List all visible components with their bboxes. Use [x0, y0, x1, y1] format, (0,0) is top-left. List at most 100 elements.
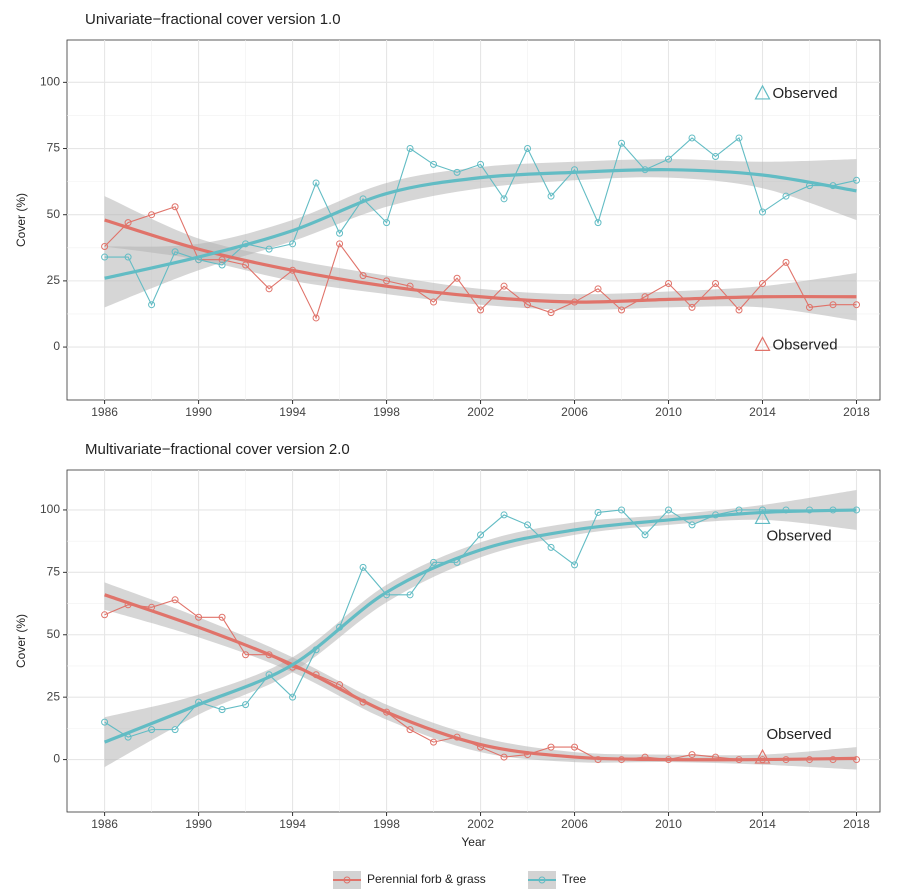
observed-point: [101, 718, 109, 726]
x-tick-label: 2002: [467, 405, 494, 419]
observed-point: [594, 219, 602, 227]
observed-point: [594, 285, 602, 293]
observed-point: [688, 134, 696, 142]
observed-point: [759, 280, 767, 288]
observed-point: [101, 242, 109, 250]
observed-point: [500, 195, 508, 203]
panel: Univariate−fractional cover version 1.0 0…: [14, 11, 881, 419]
observed-point: [312, 314, 320, 322]
fit-line: [104, 508, 857, 744]
observed-point: [430, 558, 438, 566]
x-tick-label: 2006: [561, 817, 588, 831]
observed-point: [242, 651, 250, 659]
x-tick-label: 2010: [655, 817, 682, 831]
observed-point: [406, 591, 414, 599]
observed-point: [759, 208, 767, 216]
observed-point: [171, 203, 179, 211]
legend-key-point: [538, 876, 546, 884]
observed-point: [124, 219, 132, 227]
observed-point: [218, 261, 226, 269]
x-tick-label: 1994: [279, 405, 306, 419]
x-tick-label: 2010: [655, 405, 682, 419]
y-tick-label: 25: [47, 273, 61, 287]
legend-label: Tree: [562, 872, 587, 886]
x-axis-label: Year: [461, 835, 485, 849]
y-tick-label: 75: [47, 141, 61, 155]
observed-point: [547, 309, 555, 317]
observed-point: [265, 285, 273, 293]
y-tick-label: 0: [53, 752, 60, 766]
observed-point: [547, 743, 555, 751]
observed-point: [735, 306, 743, 314]
observed-point: [712, 152, 720, 160]
confidence-band: [104, 159, 857, 308]
observed-point: [665, 155, 673, 163]
legend-key-point: [343, 876, 351, 884]
confidence-band: [104, 489, 857, 768]
panel: Multivariate−fractional cover version 2.…: [14, 441, 881, 849]
observed-point: [453, 274, 461, 282]
observed-point: [148, 301, 156, 309]
observed-point: [406, 726, 414, 734]
x-tick-label: 1998: [373, 405, 400, 419]
observed-point: [735, 134, 743, 142]
x-tick-label: 1990: [185, 405, 212, 419]
observed-point: [101, 611, 109, 619]
observed-point: [101, 253, 109, 261]
observed-point: [500, 511, 508, 519]
observed-point: [383, 219, 391, 227]
observed-point: [406, 145, 414, 153]
observed-point: [477, 306, 485, 314]
observed-point: [500, 282, 508, 290]
observed-point: [688, 303, 696, 311]
observed-point: [171, 248, 179, 256]
x-tick-label: 1994: [279, 817, 306, 831]
observed-point: [524, 521, 532, 529]
x-tick-label: 1998: [373, 817, 400, 831]
observed-point: [665, 506, 673, 514]
x-tick-label: 2014: [749, 405, 776, 419]
observed-line: [104, 509, 857, 738]
y-tick-label: 50: [47, 627, 61, 641]
annotation: Observed: [767, 527, 832, 544]
observed-point: [712, 280, 720, 288]
fit-line: [104, 593, 857, 762]
observed-point: [430, 738, 438, 746]
observed-point: [430, 298, 438, 306]
x-tick-label: 2018: [843, 817, 870, 831]
x-tick-label: 1990: [185, 817, 212, 831]
annotation: Observed: [767, 726, 832, 743]
plot-area: [66, 469, 881, 813]
observed-point: [688, 521, 696, 529]
x-tick-label: 2002: [467, 817, 494, 831]
x-tick-label: 2006: [561, 405, 588, 419]
legend-label: Perennial forb & grass: [367, 872, 486, 886]
annotation: Observed: [773, 336, 838, 353]
observed-point: [195, 613, 203, 621]
observed-point: [218, 613, 226, 621]
y-axis-label: Cover (%): [14, 614, 28, 668]
x-tick-label: 2018: [843, 405, 870, 419]
legend: Perennial forb & grass Tree: [333, 871, 587, 889]
fit-line: [104, 168, 857, 280]
x-tick-label: 1986: [91, 817, 118, 831]
observed-point: [242, 701, 250, 709]
observed-point: [688, 751, 696, 759]
observed-point: [853, 301, 861, 309]
observed-point: [359, 563, 367, 571]
annotation: Observed: [773, 85, 838, 102]
observed-point: [336, 240, 344, 248]
observed-point: [383, 277, 391, 285]
observed-point: [477, 531, 485, 539]
x-tick-label: 2014: [749, 817, 776, 831]
fit-line: [104, 218, 857, 304]
observed-point: [171, 726, 179, 734]
observed-point: [829, 301, 837, 309]
observed-point: [336, 229, 344, 237]
observed-point: [618, 506, 626, 514]
observed-point: [782, 192, 790, 200]
observed-point: [148, 211, 156, 219]
y-tick-label: 75: [47, 565, 61, 579]
observed-point: [312, 179, 320, 187]
observed-point: [571, 743, 579, 751]
